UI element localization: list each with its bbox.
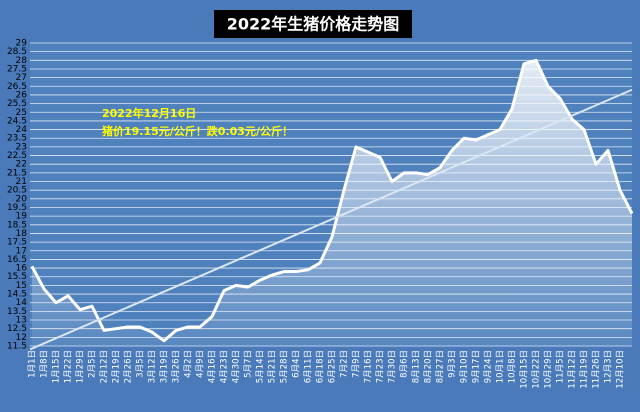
y-tick-label: 27.5 bbox=[7, 64, 27, 74]
x-tick-label: 9月10日 bbox=[460, 350, 470, 383]
x-tick-label: 1月15日 bbox=[52, 350, 62, 383]
y-tick-label: 21.5 bbox=[7, 168, 27, 178]
y-tick-label: 26.5 bbox=[7, 82, 27, 92]
x-tick-label: 2月5日 bbox=[88, 350, 98, 378]
y-tick-label: 28.5 bbox=[7, 47, 27, 57]
annotation: 猪价19.15元/公斤！跌0.03元/公斤！ bbox=[101, 124, 293, 138]
area-fill bbox=[32, 60, 632, 347]
y-tick-label: 13.5 bbox=[7, 307, 27, 317]
y-tick-label: 23.5 bbox=[7, 134, 27, 144]
x-tick-label: 3月26日 bbox=[172, 350, 182, 383]
x-tick-label: 7月30日 bbox=[388, 350, 398, 383]
x-tick-label: 1月29日 bbox=[76, 350, 86, 383]
x-tick-label: 9月24日 bbox=[484, 350, 494, 383]
annotation: 2022年12月16日 bbox=[102, 106, 196, 120]
x-tick-label: 4月2日 bbox=[184, 350, 194, 378]
x-tick-label: 6月4日 bbox=[292, 350, 302, 378]
y-tick-label: 18.5 bbox=[7, 220, 27, 230]
x-tick-label: 9月17日 bbox=[472, 350, 482, 383]
y-tick-label: 15.5 bbox=[7, 272, 27, 282]
x-tick-label: 3月19日 bbox=[160, 350, 170, 383]
x-tick-label: 4月16日 bbox=[208, 350, 218, 383]
x-tick-label: 2月19日 bbox=[112, 350, 122, 383]
y-tick-label: 12.5 bbox=[7, 324, 27, 334]
x-tick-label: 6月18日 bbox=[316, 350, 326, 383]
x-tick-label: 11月26日 bbox=[592, 350, 602, 389]
y-tick-label: 26 bbox=[16, 90, 28, 100]
price-line bbox=[30, 58, 634, 343]
x-tick-label: 12月3日 bbox=[604, 350, 614, 383]
x-tick-label: 12月10日 bbox=[616, 350, 626, 389]
y-tick-label: 25 bbox=[16, 108, 27, 118]
y-tick-label: 25.5 bbox=[7, 99, 27, 109]
x-tick-label: 10月29日 bbox=[544, 350, 554, 389]
x-tick-label: 3月5日 bbox=[136, 350, 146, 378]
y-tick-label: 13 bbox=[16, 316, 27, 326]
x-tick-label: 2月12日 bbox=[100, 350, 110, 383]
x-tick-label: 1月1日 bbox=[28, 350, 38, 378]
x-tick-label: 7月2日 bbox=[340, 350, 350, 378]
y-tick-label: 16.5 bbox=[7, 255, 27, 265]
y-tick-label: 20 bbox=[16, 194, 28, 204]
chart-title: 2022年生猪价格走势图 bbox=[227, 15, 400, 34]
x-tick-label: 7月9日 bbox=[352, 350, 362, 378]
y-tick-label: 29 bbox=[16, 39, 28, 49]
x-tick-label: 10月1日 bbox=[496, 350, 506, 383]
y-tick-label: 24 bbox=[16, 125, 28, 135]
y-tick-label: 27 bbox=[16, 73, 27, 83]
y-tick-label: 12 bbox=[16, 333, 27, 343]
x-tick-label: 7月23日 bbox=[376, 350, 386, 383]
y-tick-label: 28 bbox=[16, 56, 28, 66]
x-tick-label: 10月8日 bbox=[508, 350, 518, 383]
x-tick-label: 8月6日 bbox=[400, 350, 410, 378]
y-tick-label: 14 bbox=[16, 298, 28, 308]
x-tick-label: 10月15日 bbox=[520, 350, 530, 389]
x-tick-label: 6月11日 bbox=[304, 350, 314, 383]
y-tick-label: 14.5 bbox=[7, 290, 27, 300]
x-tick-label: 8月20日 bbox=[424, 350, 434, 383]
x-tick-label: 11月5日 bbox=[556, 350, 566, 383]
x-tick-label: 1月22日 bbox=[64, 350, 74, 383]
y-tick-label: 11.5 bbox=[7, 342, 27, 352]
x-tick-label: 4月30日 bbox=[232, 350, 242, 383]
y-tick-label: 15 bbox=[16, 281, 27, 291]
x-tick-label: 4月23日 bbox=[220, 350, 230, 383]
y-tick-label: 18 bbox=[16, 229, 28, 239]
y-tick-label: 21 bbox=[16, 177, 27, 187]
x-tick-label: 3月12日 bbox=[148, 350, 158, 383]
y-tick-label: 17.5 bbox=[7, 238, 27, 248]
x-tick-label: 5月28日 bbox=[280, 350, 290, 383]
title-box bbox=[214, 10, 412, 38]
x-tick-label: 8月27日 bbox=[436, 350, 446, 383]
trend-line bbox=[29, 88, 633, 351]
x-tick-label: 5月7日 bbox=[244, 350, 254, 378]
x-tick-label: 11月12日 bbox=[568, 350, 578, 389]
y-tick-label: 24.5 bbox=[7, 116, 27, 126]
y-tick-label: 16 bbox=[16, 264, 28, 274]
x-tick-label: 11月19日 bbox=[580, 350, 590, 389]
x-tick-label: 6月25日 bbox=[328, 350, 338, 383]
x-tick-label: 8月13日 bbox=[412, 350, 422, 383]
x-tick-label: 5月21日 bbox=[268, 350, 278, 383]
x-tick-label: 1月8日 bbox=[40, 350, 50, 378]
y-tick-label: 17 bbox=[16, 246, 27, 256]
y-tick-label: 23 bbox=[16, 142, 27, 152]
x-tick-label: 4月9日 bbox=[196, 350, 206, 378]
x-tick-label: 7月16日 bbox=[364, 350, 374, 383]
x-tick-label: 5月14日 bbox=[256, 350, 266, 383]
x-tick-label: 9月3日 bbox=[448, 350, 458, 378]
y-tick-label: 22.5 bbox=[7, 151, 27, 161]
y-tick-label: 22 bbox=[16, 160, 27, 170]
x-tick-label: 2月26日 bbox=[124, 350, 134, 383]
y-tick-label: 19.5 bbox=[7, 203, 27, 213]
y-tick-label: 19 bbox=[16, 212, 28, 222]
x-tick-label: 10月22日 bbox=[532, 350, 542, 389]
y-tick-label: 20.5 bbox=[7, 186, 27, 196]
